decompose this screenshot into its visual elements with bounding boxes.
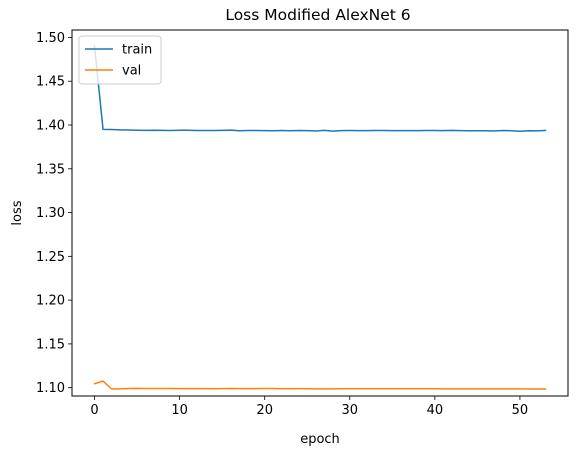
x-tick-label: 20 [256, 403, 273, 418]
series-line-val [93, 380, 547, 390]
x-tick-label: 0 [90, 403, 98, 418]
y-tick-label: 1.20 [36, 294, 65, 309]
legend-label-train: train [122, 43, 152, 58]
y-tick-label: 1.15 [36, 337, 65, 352]
y-tick-label: 1.25 [36, 250, 65, 265]
series-layer [93, 45, 547, 390]
y-tick-label: 1.10 [36, 381, 65, 396]
y-axis: 1.10 1.15 1.20 1.25 1.30 1.35 1.40 1.45 1.50 [36, 31, 72, 396]
y-axis-label: loss [10, 200, 25, 225]
y-tick-label: 1.45 [36, 75, 65, 90]
x-tick-label: 40 [427, 403, 444, 418]
x-axis: 0 10 20 30 40 50 [90, 396, 528, 418]
series-line-train [93, 45, 547, 132]
plot-frame [71, 29, 569, 397]
legend-box [78, 35, 162, 85]
y-tick-label: 1.35 [36, 162, 65, 177]
legend-label-val: val [122, 64, 141, 79]
chart-title: Loss Modified AlexNet 6 [225, 6, 410, 24]
y-tick-label: 1.30 [36, 206, 65, 221]
y-tick-label: 1.40 [36, 119, 65, 134]
x-tick-label: 30 [342, 403, 359, 418]
x-axis-label: epoch [300, 432, 340, 447]
x-tick-label: 10 [171, 403, 188, 418]
y-tick-label: 1.50 [36, 31, 65, 46]
legend: train val [78, 35, 162, 85]
x-tick-label: 50 [512, 403, 529, 418]
